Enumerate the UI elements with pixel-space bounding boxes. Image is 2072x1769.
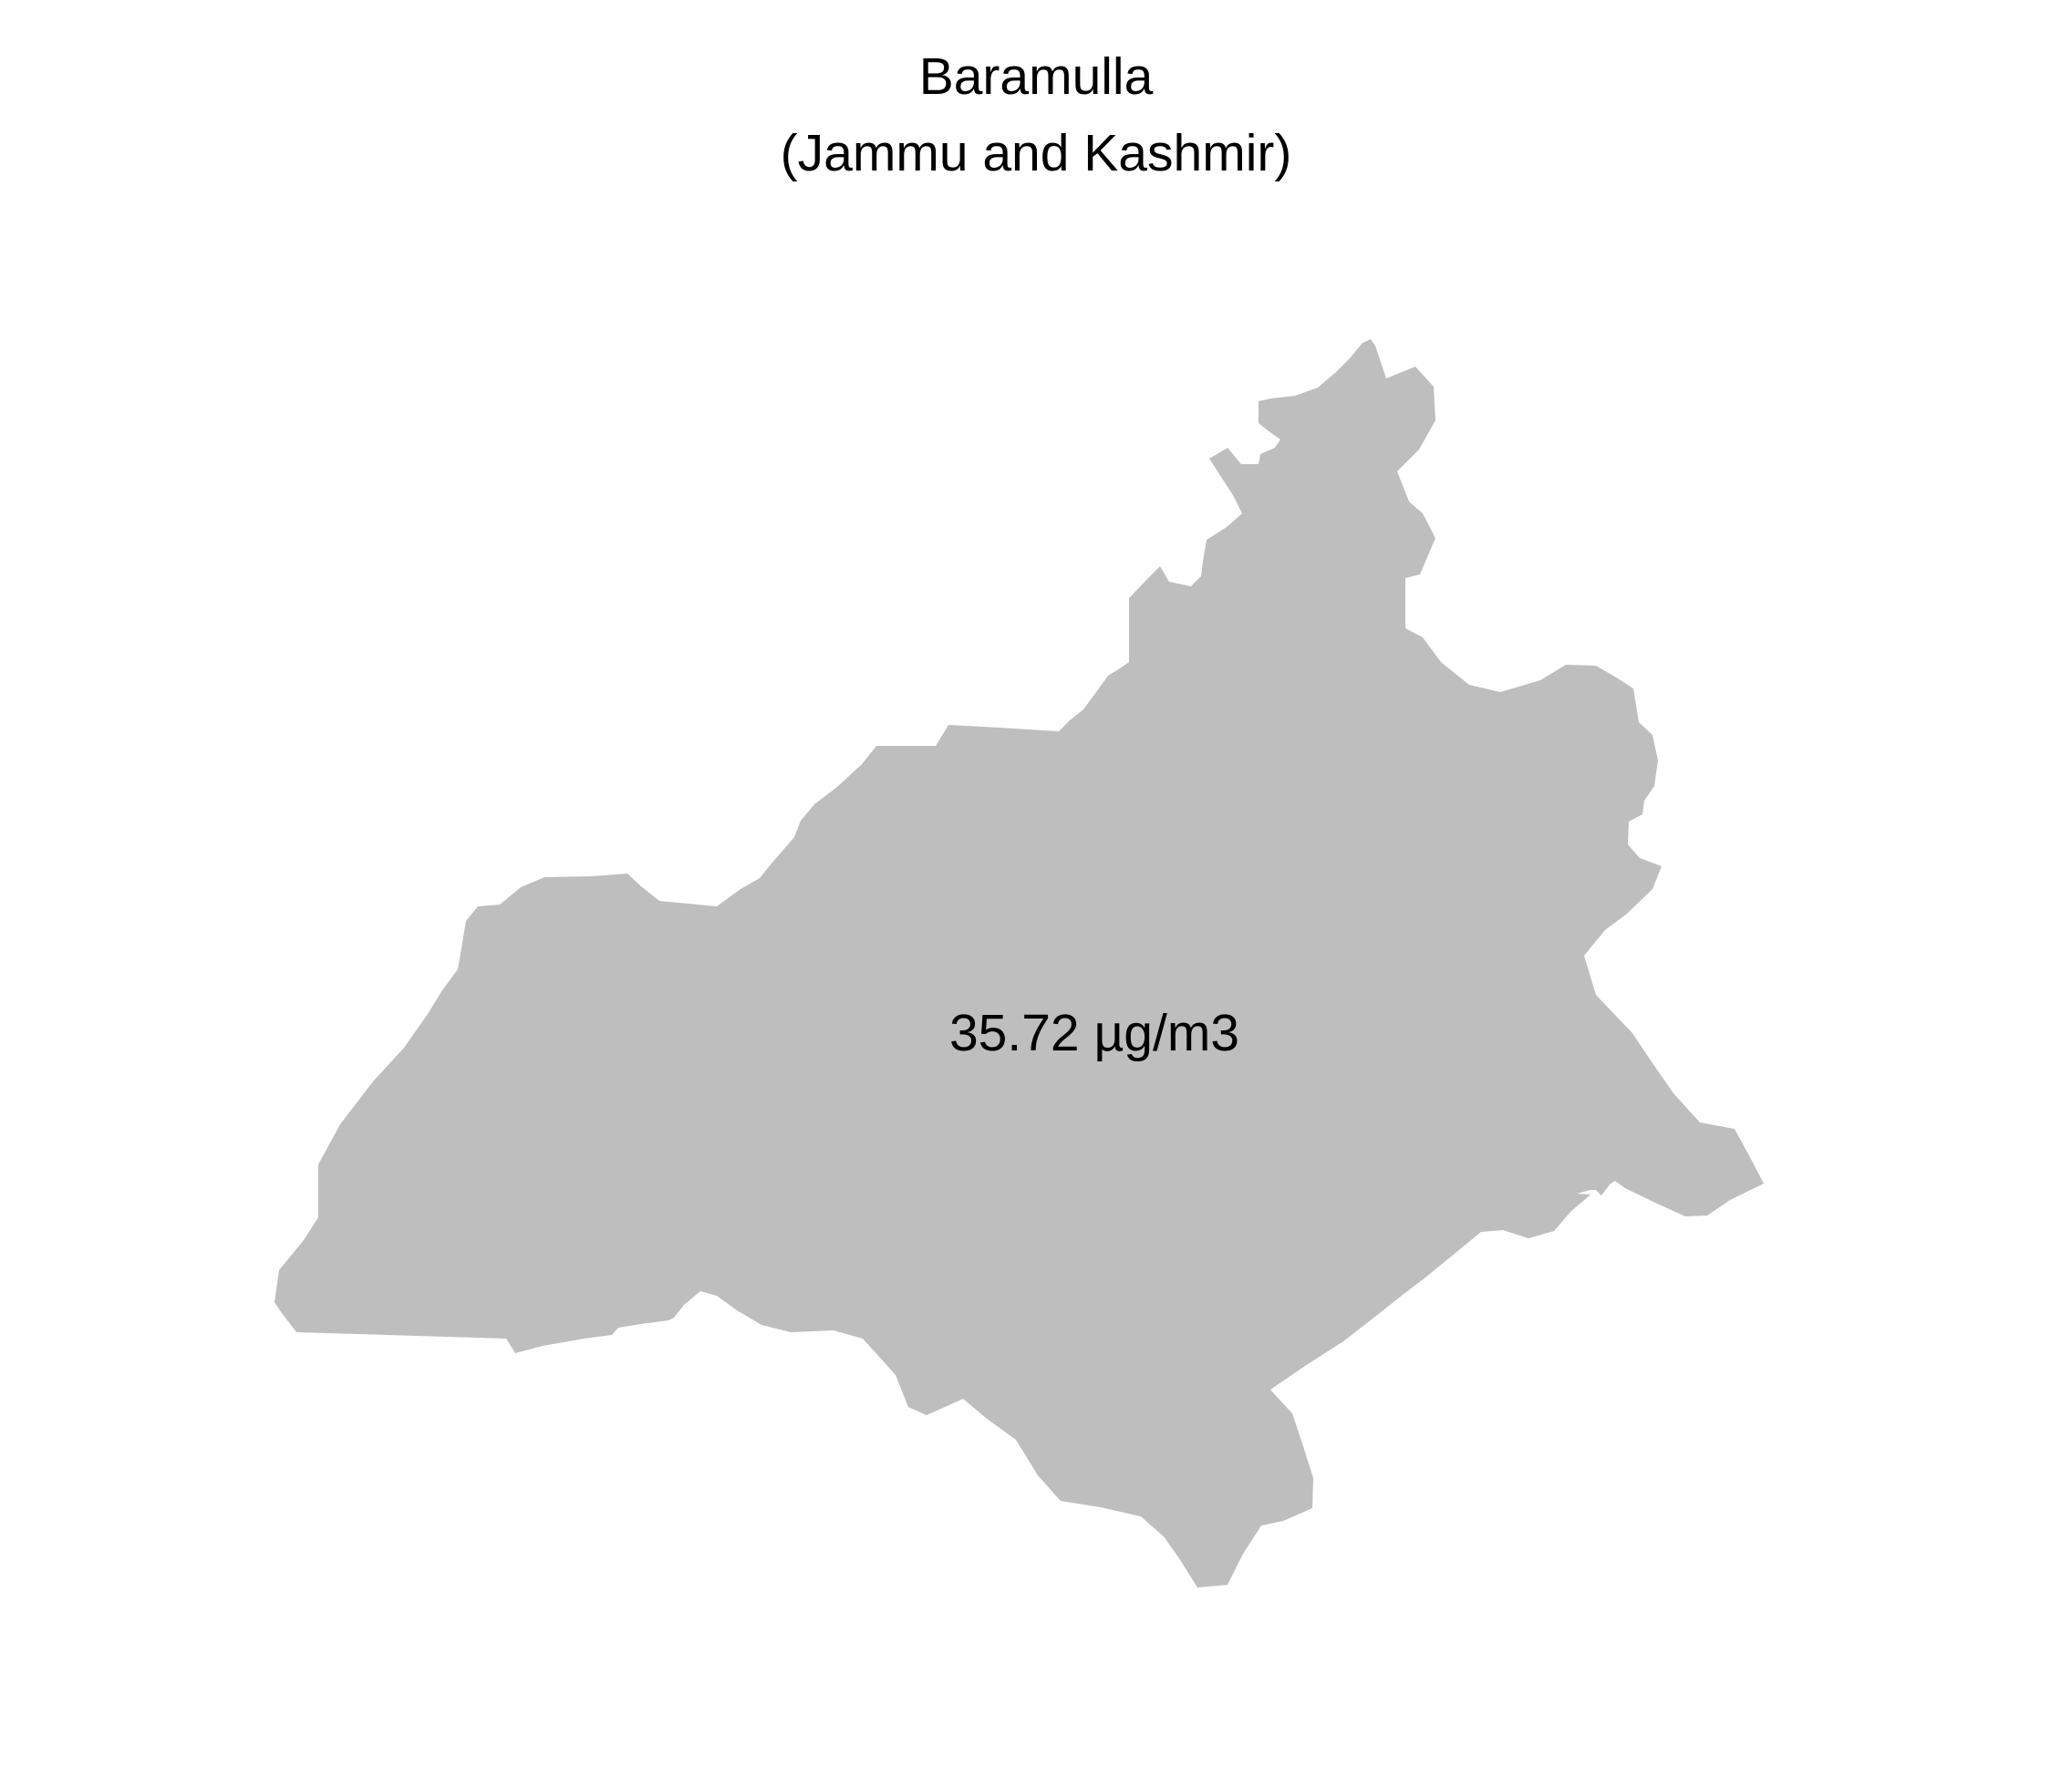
pollution-value-label: 35.72 µg/m3	[948, 1004, 1240, 1062]
map-title: Baramulla (Jammu and Kashmir)	[0, 38, 2072, 191]
district-region-baramulla[interactable]	[275, 339, 1764, 1588]
district-name: Baramulla	[918, 47, 1154, 106]
state-name: (Jammu and Kashmir)	[780, 124, 1292, 182]
